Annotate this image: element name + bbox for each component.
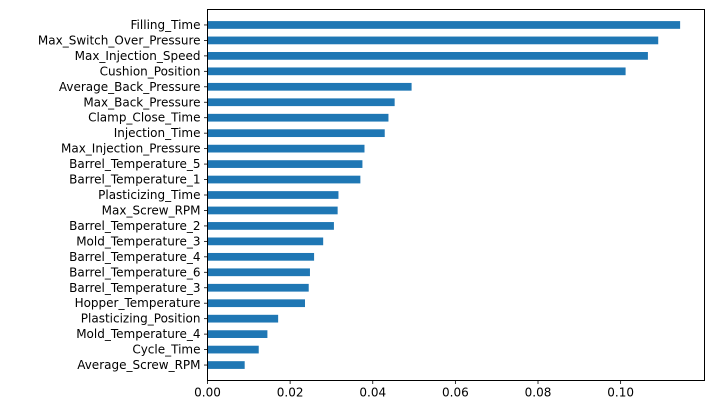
bars-layer	[207, 21, 681, 369]
category-label: Barrel_Temperature_3	[69, 281, 200, 295]
bar-average-screw-rpm	[207, 361, 245, 369]
bar-barrel-temperature-4	[207, 252, 315, 261]
category-label: Barrel_Temperature_2	[69, 219, 200, 233]
category-label: Max_Injection_Pressure	[61, 142, 201, 156]
bar-cycle-time	[207, 345, 259, 354]
x-tick-label: 0.02	[277, 386, 304, 400]
bar-max-switch-over-pressure	[207, 36, 659, 45]
category-label: Average_Back_Pressure	[59, 80, 201, 94]
category-label: Filling_Time	[131, 18, 201, 32]
x-tick-label: 0.06	[442, 386, 469, 400]
category-label: Average_Screw_RPM	[77, 358, 200, 372]
plot-frame	[207, 9, 705, 381]
bar-max-injection-pressure	[207, 144, 365, 153]
bar-max-screw-rpm	[207, 206, 338, 215]
category-label: Cycle_Time	[132, 343, 200, 357]
x-tick-label: 0.04	[359, 386, 386, 400]
category-label: Max_Injection_Speed	[75, 49, 201, 63]
bar-mold-temperature-3	[207, 237, 324, 246]
bar-barrel-temperature-1	[207, 175, 361, 184]
category-label: Max_Screw_RPM	[102, 203, 201, 217]
bar-filling-time	[207, 21, 681, 29]
category-label: Plasticizing_Position	[81, 312, 201, 326]
x-tick-label: 0.10	[607, 386, 634, 400]
category-label: Barrel_Temperature_5	[69, 157, 200, 171]
x-tick-label: 0.08	[525, 386, 552, 400]
category-label: Mold_Temperature_3	[76, 234, 200, 248]
bar-barrel-temperature-3	[207, 283, 309, 292]
bar-plasticizing-time	[207, 191, 339, 199]
bar-barrel-temperature-6	[207, 268, 310, 277]
category-label: Mold_Temperature_4	[76, 327, 200, 341]
bar-cushion-position	[207, 67, 626, 76]
category-label: Barrel_Temperature_1	[69, 173, 200, 187]
category-label: Hopper_Temperature	[75, 296, 201, 310]
x-axis: 0.00 0.02 0.04 0.06 0.08 0.10	[194, 380, 634, 400]
category-label: Barrel_Temperature_4	[69, 250, 200, 264]
bar-clamp-close-time	[207, 113, 389, 122]
bar-barrel-temperature-5	[207, 160, 363, 168]
bar-plasticizing-position	[207, 314, 279, 323]
category-label: Max_Switch_Over_Pressure	[38, 33, 201, 47]
bar-injection-time	[207, 129, 385, 138]
bar-max-back-pressure	[207, 98, 395, 107]
bar-max-injection-speed	[207, 52, 648, 60]
category-label: Barrel_Temperature_6	[69, 265, 200, 279]
category-label: Cushion_Position	[100, 64, 201, 78]
bar-average-back-pressure	[207, 82, 412, 91]
category-label: Injection_Time	[114, 126, 201, 140]
bar-barrel-temperature-2	[207, 222, 334, 230]
category-label: Max_Back_Pressure	[83, 95, 200, 109]
bar-mold-temperature-4	[207, 330, 268, 338]
category-label: Plasticizing_Time	[98, 188, 200, 202]
category-label: Clamp_Close_Time	[88, 111, 200, 125]
x-tick-label: 0.00	[194, 386, 221, 400]
bar-hopper-temperature	[207, 299, 305, 308]
